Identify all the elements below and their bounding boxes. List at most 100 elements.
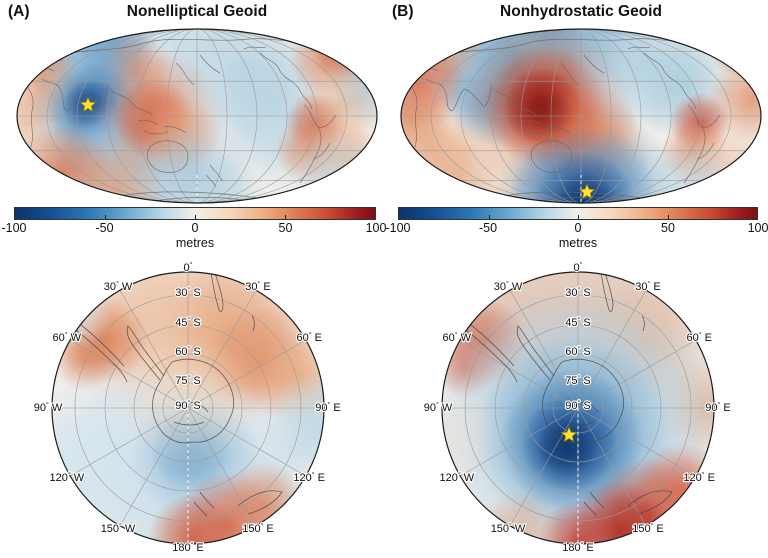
coastline-path xyxy=(109,88,153,116)
map-boundary xyxy=(51,271,325,545)
coastline-path xyxy=(210,272,224,312)
longitude-spoke xyxy=(509,407,579,526)
colorbar-tick xyxy=(105,215,106,219)
longitude-label: 90° W xyxy=(424,401,453,414)
markers xyxy=(578,182,596,200)
coastline-path xyxy=(146,140,189,173)
longitude-label: 180° E xyxy=(562,541,594,554)
coastline-path xyxy=(175,54,221,86)
longitude-spoke xyxy=(187,339,306,409)
south-polar-map-nonhydrostatic: 0° 30° E 60° E 90° E 120° E 150° E 180° E 150° … xyxy=(423,260,732,555)
coastline-path xyxy=(331,34,355,47)
longitude-label: 30° W xyxy=(494,280,523,293)
latitude-label: 75° S xyxy=(565,374,590,387)
longitude-label: 60° E xyxy=(296,331,321,344)
coastline-path xyxy=(425,78,493,112)
latitude-label: 90° S xyxy=(175,399,200,412)
longitude-label: 90° E xyxy=(705,401,730,414)
longitude-spoke xyxy=(187,407,257,526)
longitude-label: 0° xyxy=(184,261,193,274)
geoid-anomaly-blob xyxy=(536,415,598,477)
longitude-label: 60° E xyxy=(686,331,711,344)
coastline-path xyxy=(259,52,313,110)
colorbar-tick-label: -50 xyxy=(95,221,114,235)
coastline-path xyxy=(516,325,555,381)
coastline-path xyxy=(251,315,255,332)
colorbar-a-unit: metres xyxy=(175,236,215,250)
colorbar-tick-label: 100 xyxy=(365,221,387,235)
longitude-spoke xyxy=(509,290,579,409)
coastline-path xyxy=(493,88,537,116)
longitude-spoke xyxy=(187,407,306,477)
coastline-path xyxy=(53,38,297,58)
coastlines xyxy=(403,34,739,203)
panel-b-label: (B) xyxy=(392,3,414,20)
coastline-path xyxy=(521,119,571,135)
geoid-anomaly-blob xyxy=(533,152,635,203)
coastline-path xyxy=(559,54,605,86)
south-polar-map-nonelliptical: 0° 30° E 60° E 90° E 120° E 150° E 180° E 150° … xyxy=(33,260,342,555)
longitude-spoke xyxy=(70,339,189,409)
colorbar-tick-label: -50 xyxy=(478,221,498,235)
longitude-label: 90° W xyxy=(34,401,63,414)
longitude-label: 30° W xyxy=(104,280,133,293)
longitude-label: 60° W xyxy=(443,331,472,344)
latitude-label: 75° S xyxy=(175,374,200,387)
coastline-path xyxy=(643,52,697,110)
longitude-label: 0° xyxy=(574,261,583,274)
geoid-anomaly-blob xyxy=(263,371,324,481)
longitude-spoke xyxy=(119,290,189,409)
geoid-anomaly-blob xyxy=(52,404,134,520)
colorbar-tick-label: -100 xyxy=(385,221,411,235)
colorbar-a-tick-labels: -100 -50 0 50 100 xyxy=(1,221,386,236)
coastline-path xyxy=(600,272,614,312)
coastline-path xyxy=(313,114,337,160)
longitude-label: 150° E xyxy=(632,522,664,535)
coastline-path xyxy=(683,104,706,184)
longitude-label: 30° E xyxy=(245,280,270,293)
coastline-path xyxy=(641,315,645,332)
star-marker xyxy=(560,425,578,443)
star-marker xyxy=(79,95,97,113)
colorbar-tick-label: 0 xyxy=(191,221,199,235)
coastline-path xyxy=(697,114,721,160)
panel-b-title: Nonhydrostatic Geoid xyxy=(500,3,662,20)
colorbar-tick-label: 100 xyxy=(747,221,768,235)
longitude-spoke xyxy=(460,339,579,409)
latitude-label: 30° S xyxy=(175,286,200,299)
antarctic-coastlines xyxy=(59,272,283,517)
graticule xyxy=(17,29,377,203)
coastline-path xyxy=(299,104,322,184)
colorbar-tick-label: 0 xyxy=(574,221,582,235)
markers xyxy=(560,425,578,443)
coastline-path xyxy=(193,491,215,517)
latitude-label: 90° S xyxy=(565,399,590,412)
colorbar-tick xyxy=(285,215,286,219)
graticule xyxy=(401,29,761,203)
coastline-path xyxy=(205,164,223,188)
colorbar-tick xyxy=(578,215,579,219)
world-map-nonelliptical-geoid xyxy=(16,28,378,204)
coastline-path xyxy=(627,490,673,515)
longitude-label: 150° E xyxy=(242,522,274,535)
coastline-path xyxy=(437,38,681,58)
polar-graticule xyxy=(52,272,324,544)
colorbar-tick xyxy=(667,215,669,219)
longitude-label: 120° W xyxy=(439,471,474,484)
coastline-path xyxy=(530,140,573,173)
panel-a-label: (A) xyxy=(8,3,30,20)
longitude-label: 90° E xyxy=(315,401,340,414)
colorbar-tick xyxy=(195,215,196,219)
latitude-label: 45° S xyxy=(565,316,590,329)
longitude-spoke xyxy=(187,290,257,409)
longitude-spoke xyxy=(119,407,189,526)
coastline-path xyxy=(563,402,599,426)
map-boundary xyxy=(441,271,715,545)
coastline-path xyxy=(173,402,209,426)
longitude-spoke xyxy=(70,407,189,477)
colorbar-a xyxy=(14,207,376,220)
latitude-label: 30° S xyxy=(565,286,590,299)
star-marker xyxy=(578,182,596,200)
graticule-labels: 0° 30° E 60° E 90° E 120° E 150° E 180° E 150° … xyxy=(33,260,342,555)
